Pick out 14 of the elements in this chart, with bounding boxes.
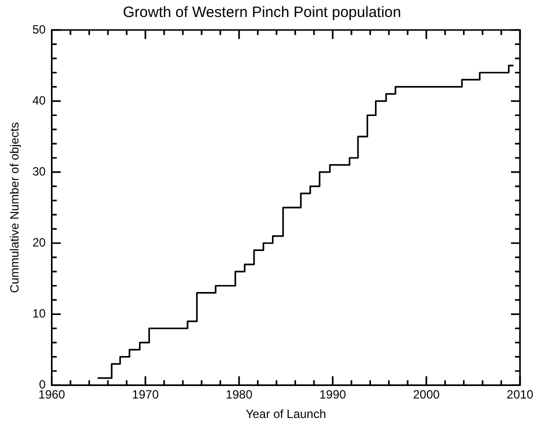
x-tick-label: 1990 — [319, 388, 346, 402]
chart-title: Growth of Western Pinch Point population — [122, 4, 402, 22]
x-tick-label: 1980 — [226, 388, 253, 402]
y-axis-title: Cummulative Number of objects — [8, 122, 22, 293]
y-tick-label: 50 — [32, 22, 46, 36]
x-axis-title: Year of Launch — [246, 407, 326, 422]
y-tick-label: 10 — [32, 306, 46, 320]
x-tick-label: 2010 — [506, 388, 534, 402]
x-tick-label: 2000 — [413, 388, 440, 402]
y-tick-label: 30 — [32, 164, 46, 178]
y-tick-label: 20 — [32, 235, 46, 250]
x-tick-label: 1970 — [132, 388, 160, 402]
y-tick-label: 40 — [32, 93, 46, 108]
x-tick-label: 1960 — [38, 388, 66, 402]
